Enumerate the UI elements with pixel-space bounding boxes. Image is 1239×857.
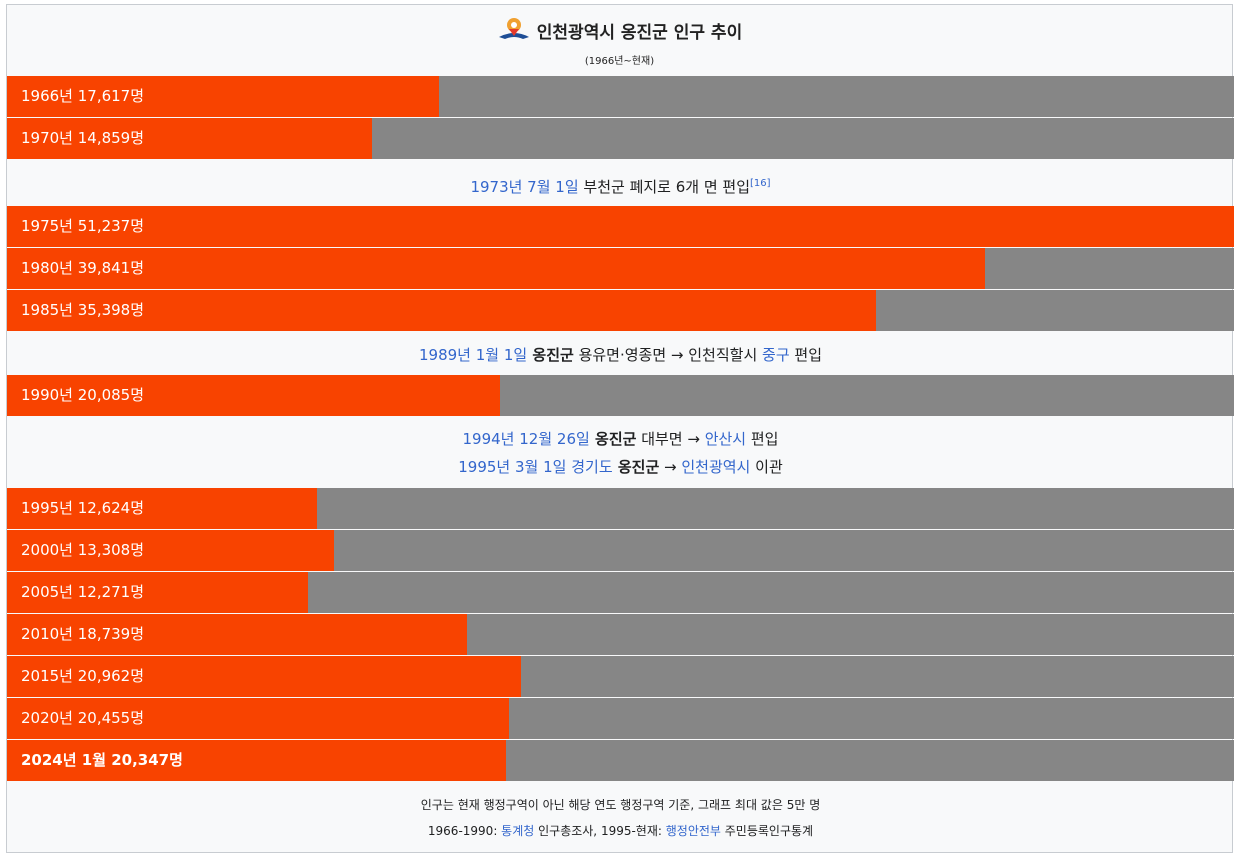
chart-footer: 인구는 현재 행정구역이 아닌 해당 연도 행정구역 기준, 그래프 최대 값은…: [7, 791, 1234, 840]
bar-row: 1985년 35,398명: [7, 290, 1234, 331]
footer-sources: 1966-1990: 통계청 인구총조사, 1995-현재: 행정안전부 주민등…: [7, 822, 1234, 840]
bar-row: 1995년 12,624명: [7, 488, 1234, 529]
note-arrow: →: [659, 458, 682, 476]
note-1989: 1989년 1월 1일 옹진군 용유면·영종면 → 인천직할시 중구 편입: [7, 341, 1234, 369]
bar-row: 2024년 1월 20,347명: [7, 740, 1234, 781]
bar-label: 1995년 12,624명: [21, 499, 145, 517]
bar-fill: [7, 290, 876, 331]
bar-row: 2015년 20,962명: [7, 656, 1234, 697]
note-text: 용유면·영종면 → 인천직할시: [573, 346, 763, 364]
bar-fill: [7, 698, 509, 739]
note-tail: 편입: [789, 346, 823, 364]
bar-row: 1970년 14,859명: [7, 118, 1234, 159]
note-link[interactable]: 안산시: [704, 430, 747, 448]
note-link[interactable]: 인천광역시: [681, 458, 751, 476]
bar-label: 1970년 14,859명: [21, 129, 145, 147]
bar-row: 2010년 18,739명: [7, 614, 1234, 655]
bar-fill: [7, 740, 507, 781]
note-date-link[interactable]: 1989년 1월 1일: [418, 346, 528, 364]
bar-label: 1985년 35,398명: [21, 301, 145, 319]
bar-fill: [7, 206, 1234, 247]
note-text: 대부면 →: [636, 430, 705, 448]
bar-row: 1980년 39,841명: [7, 248, 1234, 289]
note-bold: 옹진군: [589, 430, 637, 448]
incheon-emblem-icon: [497, 15, 531, 46]
note-link[interactable]: 경기도: [566, 458, 613, 476]
note-tail: 이관: [750, 458, 783, 476]
chart-title-text: 인천광역시 옹진군 인구 추이: [536, 23, 743, 43]
reference-link[interactable]: [16]: [750, 178, 771, 189]
footer-note: 인구는 현재 행정구역이 아닌 해당 연도 행정구역 기준, 그래프 최대 값은…: [420, 798, 821, 812]
chart-title: 인천광역시 옹진군 인구 추이: [7, 15, 1232, 46]
note-link[interactable]: 중구: [762, 346, 790, 364]
bar-fill: [7, 375, 500, 416]
bar-label: 2000년 13,308명: [21, 541, 145, 559]
note-bold: 옹진군: [612, 458, 660, 476]
population-chart-panel: 인천광역시 옹진군 인구 추이 (1966년~현재) 1966년 17,617명…: [6, 4, 1234, 853]
bar-fill: [7, 614, 467, 655]
bar-row: 1990년 20,085명: [7, 375, 1234, 416]
chart-subtitle: (1966년~현재): [584, 56, 655, 67]
note-text: 부천군 폐지로 6개 면 편입: [578, 178, 751, 196]
bar-fill: [7, 488, 317, 529]
note-date-link[interactable]: 1995년 3월 1일: [458, 458, 567, 476]
bar-row: 1966년 17,617명: [7, 76, 1234, 117]
footer-text: 주민등록인구통계: [720, 824, 814, 838]
bar-label: 1975년 51,237명: [21, 217, 145, 235]
bar-fill: [7, 572, 309, 613]
note-date-link[interactable]: 1973년 7월 1일: [470, 178, 579, 196]
bar-row: 2000년 13,308명: [7, 530, 1234, 571]
bar-label: 2010년 18,739명: [21, 625, 145, 643]
bar-label: 2020년 20,455명: [21, 709, 145, 727]
note-1973: 1973년 7월 1일 부천군 폐지로 6개 면 편입[16]: [7, 170, 1234, 201]
note-date-link[interactable]: 1994년 12월 26일: [462, 430, 590, 448]
footer-text: 인구총조사, 1995-현재:: [534, 824, 666, 838]
bar-row: 1975년 51,237명: [7, 206, 1234, 247]
bar-row: 2020년 20,455명: [7, 698, 1234, 739]
note-1995: 1995년 3월 1일 경기도 옹진군 → 인천광역시 이관: [7, 453, 1234, 481]
bar-label: 2015년 20,962명: [21, 667, 145, 685]
bar-row: 2005년 12,271명: [7, 572, 1234, 613]
bar-label: 1980년 39,841명: [21, 259, 145, 277]
bar-label: 2005년 12,271명: [21, 583, 145, 601]
note-tail: 편입: [746, 430, 779, 448]
bar-label: 2024년 1월 20,347명: [21, 751, 183, 769]
bar-fill: [7, 118, 372, 159]
bar-label: 1990년 20,085명: [21, 386, 145, 404]
source-link-mois[interactable]: 행정안전부: [665, 824, 721, 838]
bar-label: 1966년 17,617명: [21, 87, 145, 105]
footer-text: 1966-1990:: [427, 824, 502, 838]
note-1994: 1994년 12월 26일 옹진군 대부면 → 안산시 편입: [7, 425, 1234, 453]
bar-fill: [7, 248, 985, 289]
bar-fill: [7, 530, 334, 571]
chart-header: 인천광역시 옹진군 인구 추이 (1966년~현재): [7, 5, 1232, 76]
source-link-kostat[interactable]: 통계청: [501, 824, 535, 838]
bar-fill: [7, 656, 522, 697]
bar-fill: [7, 76, 440, 117]
note-bold: 옹진군: [527, 346, 574, 364]
